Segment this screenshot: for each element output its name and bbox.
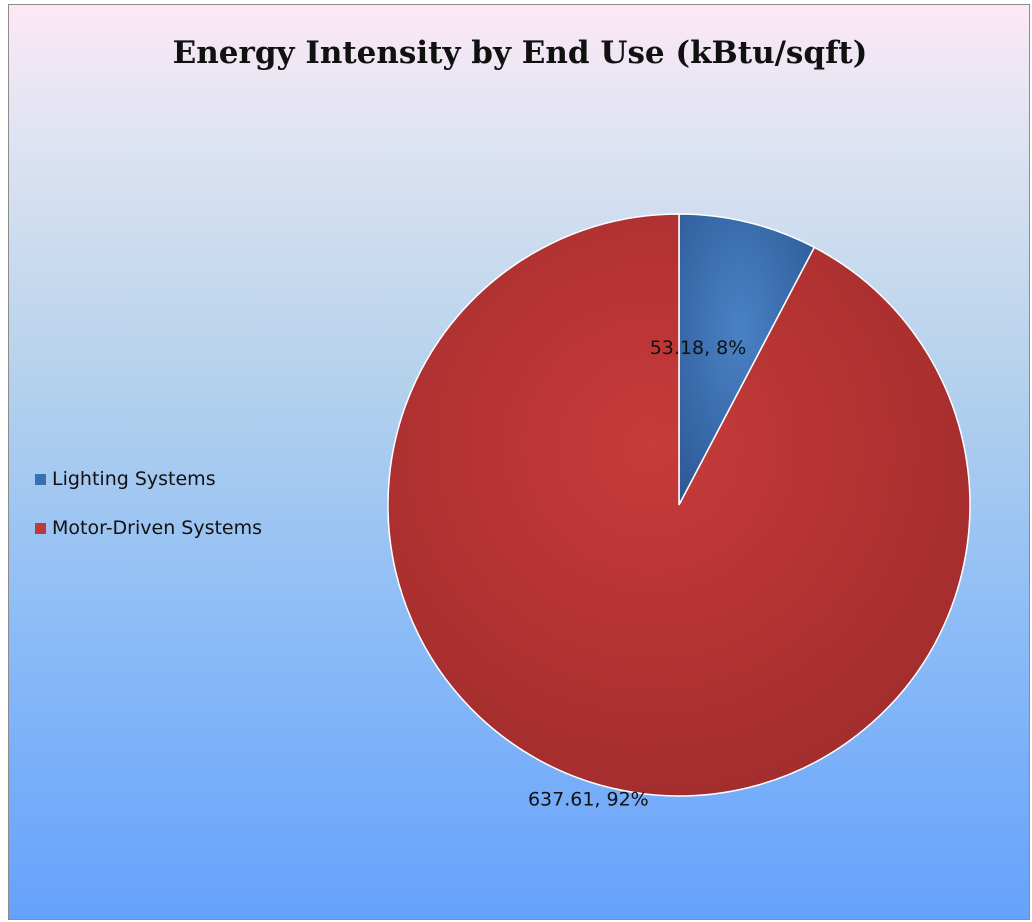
legend: Lighting Systems Motor-Driven Systems xyxy=(35,467,262,565)
pie-chart: 53.18, 8% 637.61, 92% xyxy=(387,213,971,810)
legend-label-lighting-systems: Lighting Systems xyxy=(52,468,216,490)
legend-item-motor-driven-systems: Motor-Driven Systems xyxy=(35,516,262,540)
legend-label-motor-driven-systems: Motor-Driven Systems xyxy=(52,517,263,539)
pie-slice-lighting-systems xyxy=(678,213,816,506)
chart-area: Energy Intensity by End Use (kBtu/sqft) … xyxy=(8,4,1030,920)
legend-item-lighting-systems: Lighting Systems xyxy=(35,467,262,491)
legend-swatch-lighting-systems xyxy=(35,473,46,485)
data-label-motor-driven-systems: 637.61, 92% xyxy=(528,788,649,810)
data-label-lighting-systems: 53.18, 8% xyxy=(650,337,747,359)
chart-title: Energy Intensity by End Use (kBtu/sqft) xyxy=(172,35,868,71)
legend-swatch-motor-driven-systems xyxy=(35,522,46,534)
pie-slice-motor-driven-systems xyxy=(387,213,971,797)
